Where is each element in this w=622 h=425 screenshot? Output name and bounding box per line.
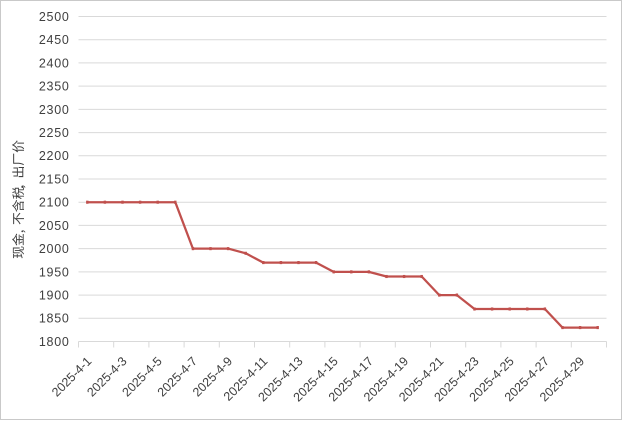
svg-text:1800: 1800 <box>39 335 70 349</box>
svg-text:1950: 1950 <box>39 265 70 279</box>
svg-text:2100: 2100 <box>39 196 70 210</box>
svg-text:2350: 2350 <box>39 80 70 94</box>
svg-text:2050: 2050 <box>39 219 70 233</box>
svg-text:2200: 2200 <box>39 149 70 163</box>
svg-text:1900: 1900 <box>39 289 70 303</box>
svg-text:1850: 1850 <box>39 312 70 326</box>
svg-text:2400: 2400 <box>39 56 70 70</box>
svg-text:2000: 2000 <box>39 242 70 256</box>
svg-text:2300: 2300 <box>39 103 70 117</box>
svg-text:2250: 2250 <box>39 126 70 140</box>
svg-text:2500: 2500 <box>39 10 70 24</box>
svg-text:2450: 2450 <box>39 33 70 47</box>
svg-text:2150: 2150 <box>39 172 70 186</box>
